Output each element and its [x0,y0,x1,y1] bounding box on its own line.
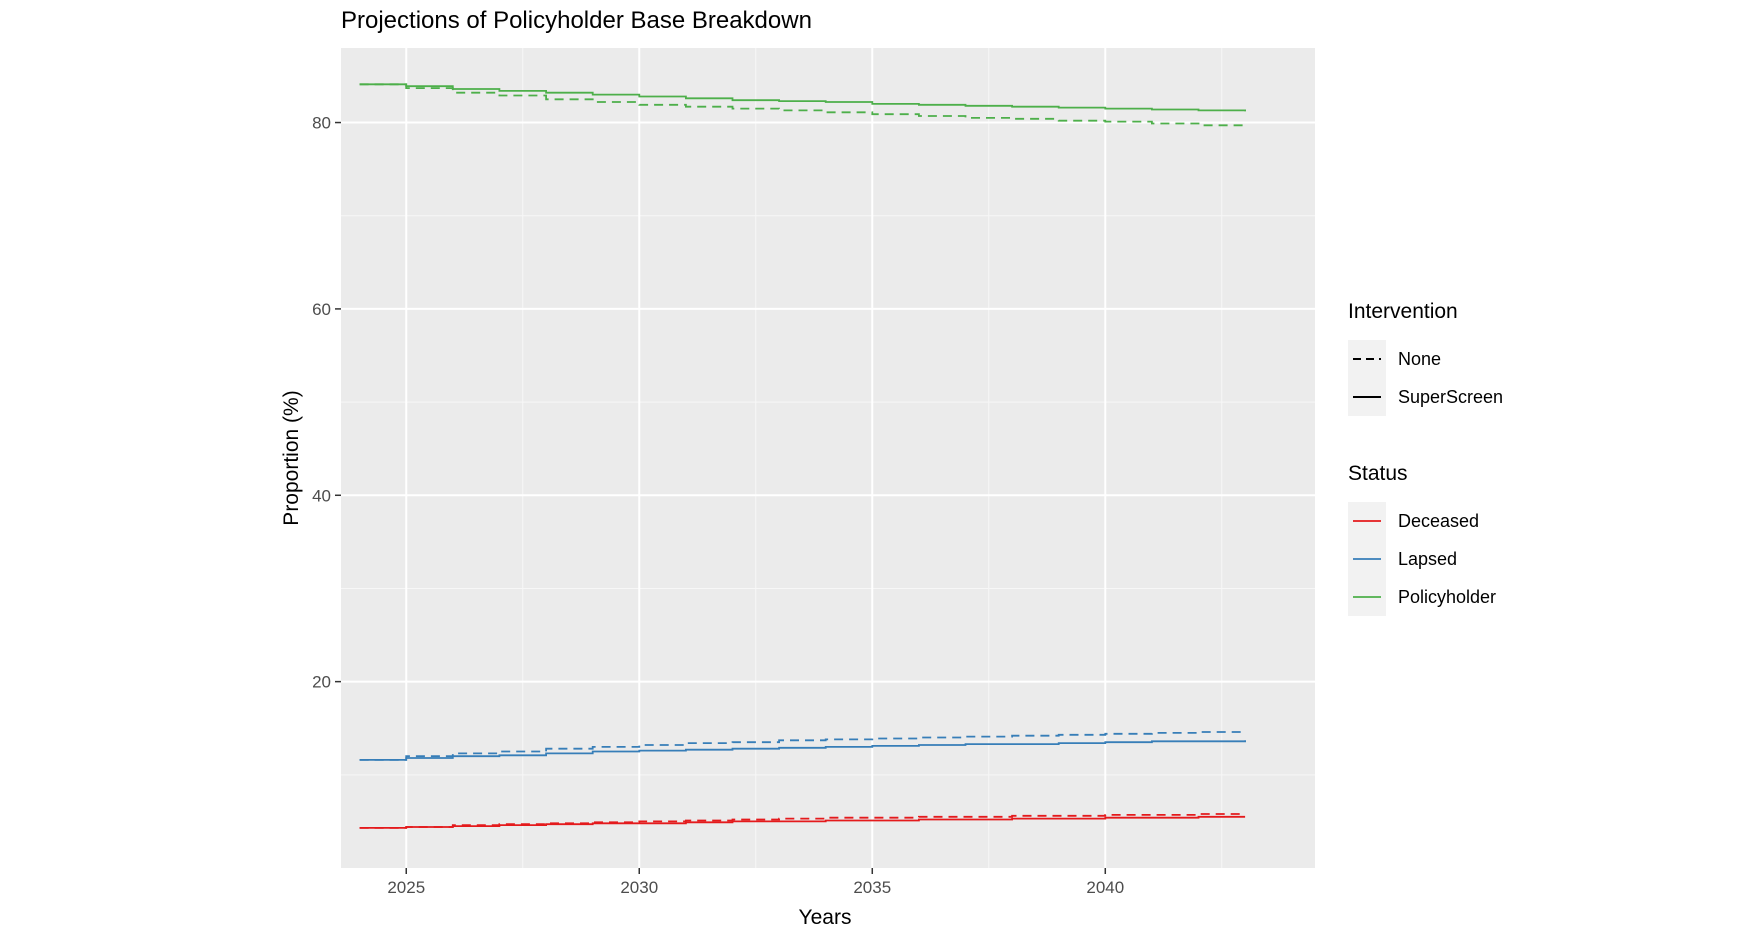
x-tick-label: 2035 [853,878,891,897]
x-tick-label: 2030 [620,878,658,897]
series-line-policyholder-superscreen [359,83,1246,112]
legend-title: Intervention [1348,300,1458,323]
legend-label: Lapsed [1398,549,1457,569]
x-tick-label: 2025 [387,878,425,897]
legend-label: None [1398,349,1441,369]
legend-label: SuperScreen [1398,387,1503,407]
series-line-lapsed-none [359,731,1246,761]
legend-title: Status [1348,462,1408,485]
y-tick-label: 80 [312,114,331,133]
y-tick-label: 20 [312,673,331,692]
legend-label: Policyholder [1398,587,1496,607]
x-tick-label: 2040 [1086,878,1124,897]
y-axis-label: Proportion (%) [280,390,303,525]
y-tick-label: 40 [312,486,331,505]
x-axis-label: Years [799,906,852,929]
y-tick-label: 60 [312,300,331,319]
legend-label: Deceased [1398,511,1479,531]
plot-panel [341,48,1315,868]
series-line-deceased-none [359,813,1246,829]
series-line-policyholder-none [359,83,1246,127]
chart-title: Projections of Policyholder Base Breakdo… [341,7,812,34]
series-line-lapsed-superscreen [359,740,1246,761]
